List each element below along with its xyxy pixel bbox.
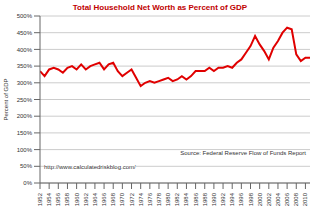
svg-text:1954: 1954 <box>46 192 52 206</box>
svg-text:500%: 500% <box>17 13 33 19</box>
svg-text:1970: 1970 <box>119 192 125 206</box>
svg-text:1962: 1962 <box>83 192 89 206</box>
html-text:Source: Federal Reserve Flow o: Source: Federal Reserve Flow of Funds Re… <box>180 150 306 156</box>
svg-text:1984: 1984 <box>183 192 189 206</box>
svg-text:1988: 1988 <box>202 192 208 206</box>
svg-text:1958: 1958 <box>64 192 70 206</box>
svg-text:1952: 1952 <box>37 192 43 206</box>
svg-text:2004: 2004 <box>275 192 281 206</box>
svg-text:2008: 2008 <box>293 192 299 206</box>
svg-text:1966: 1966 <box>101 192 107 206</box>
svg-text:1996: 1996 <box>238 192 244 206</box>
svg-text:200%: 200% <box>17 113 33 119</box>
svg-text:0%: 0% <box>23 180 32 186</box>
svg-text:1964: 1964 <box>92 192 98 206</box>
svg-text:50%: 50% <box>20 163 33 169</box>
svg-text:1956: 1956 <box>55 192 61 206</box>
html-text:http://www.calculatedriskblog.: http://www.calculatedriskblog.com/ <box>44 164 136 170</box>
svg-text:2002: 2002 <box>266 192 272 206</box>
svg-text:1974: 1974 <box>138 192 144 206</box>
svg-text:2006: 2006 <box>284 192 290 206</box>
svg-text:2010: 2010 <box>302 192 308 206</box>
svg-text:1978: 1978 <box>156 192 162 206</box>
svg-text:1980: 1980 <box>165 192 171 206</box>
svg-text:1998: 1998 <box>248 192 254 206</box>
svg-text:2000: 2000 <box>257 192 263 206</box>
svg-text:100%: 100% <box>17 147 33 153</box>
svg-text:Percent of GDP: Percent of GDP <box>8 78 9 120</box>
svg-text:150%: 150% <box>17 130 33 136</box>
svg-text:300%: 300% <box>17 80 33 86</box>
svg-text:1990: 1990 <box>211 192 217 206</box>
svg-text:1972: 1972 <box>129 192 135 206</box>
svg-text:1986: 1986 <box>193 192 199 206</box>
svg-text:1994: 1994 <box>229 192 235 206</box>
svg-text:250%: 250% <box>17 97 33 103</box>
svg-text:400%: 400% <box>17 47 33 53</box>
html-text:Total Household Net Worth as P: Total Household Net Worth as Percent of … <box>72 3 248 12</box>
svg-text:350%: 350% <box>17 63 33 69</box>
svg-text:1968: 1968 <box>110 192 116 206</box>
svg-text:1960: 1960 <box>74 192 80 206</box>
svg-text:1992: 1992 <box>220 192 226 206</box>
svg-text:1976: 1976 <box>147 192 153 206</box>
svg-text:450%: 450% <box>17 30 33 36</box>
svg-text:1982: 1982 <box>174 192 180 206</box>
